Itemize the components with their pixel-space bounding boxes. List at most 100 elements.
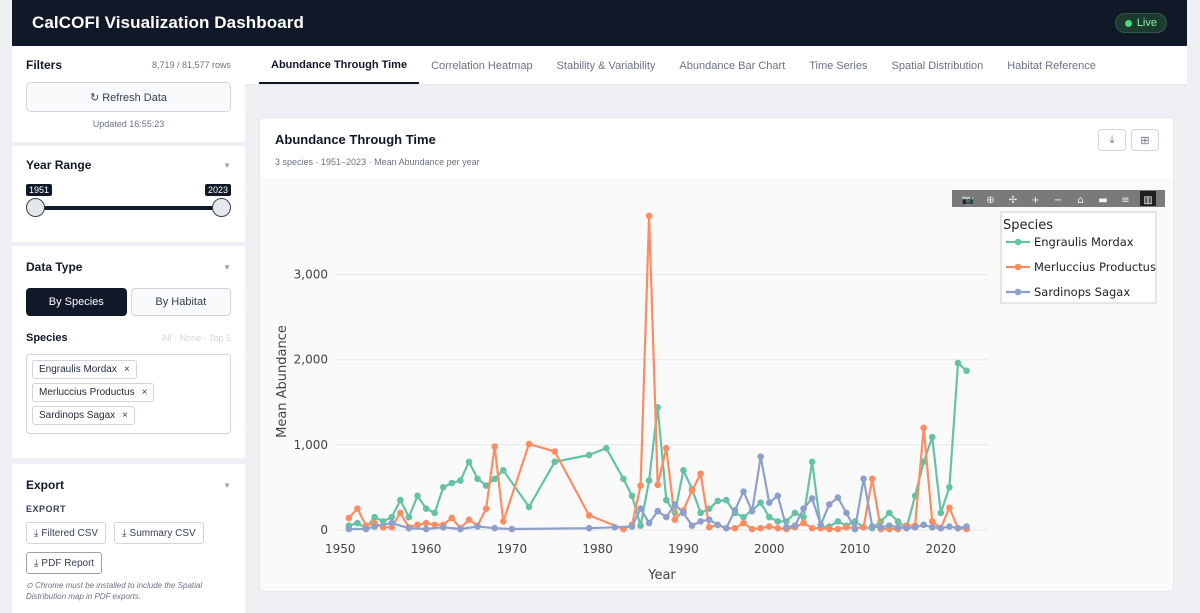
data-point[interactable]: [920, 458, 927, 466]
data-type-title[interactable]: Data Type: [26, 260, 83, 274]
by-species-button[interactable]: By Species: [26, 288, 127, 316]
data-point[interactable]: [431, 521, 438, 529]
data-point[interactable]: [954, 524, 962, 532]
data-point[interactable]: [937, 524, 945, 532]
legend-item-label[interactable]: Sardinops Sagax: [1034, 285, 1130, 299]
data-point[interactable]: [714, 521, 722, 529]
data-point[interactable]: [388, 513, 396, 521]
data-point[interactable]: [800, 505, 807, 512]
zoom-in-icon[interactable]: +: [1031, 195, 1039, 206]
data-point[interactable]: [422, 519, 430, 527]
data-point[interactable]: [448, 479, 456, 487]
data-point[interactable]: [680, 467, 687, 474]
data-point[interactable]: [843, 524, 850, 531]
data-point[interactable]: [397, 496, 404, 504]
legend-item-label[interactable]: Engraulis Mordax: [1034, 235, 1134, 249]
data-point[interactable]: [645, 477, 653, 484]
data-point[interactable]: [868, 475, 876, 483]
data-point[interactable]: [928, 518, 936, 525]
slider-track[interactable]: [35, 206, 222, 210]
data-point[interactable]: [345, 525, 353, 533]
data-point[interactable]: [886, 522, 893, 529]
compare-icon[interactable]: ≡: [1121, 195, 1129, 206]
plotly-logo-icon[interactable]: ▥: [1143, 195, 1152, 206]
data-point[interactable]: [894, 518, 902, 525]
data-point[interactable]: [354, 519, 361, 527]
data-point[interactable]: [765, 513, 773, 521]
year-min-handle[interactable]: [26, 198, 45, 217]
tab-time-series[interactable]: Time Series: [809, 60, 868, 72]
data-point[interactable]: [731, 507, 739, 514]
data-point[interactable]: [637, 482, 644, 489]
data-point[interactable]: [825, 501, 833, 508]
data-point[interactable]: [868, 523, 876, 530]
data-point[interactable]: [783, 524, 790, 531]
remove-icon[interactable]: ×: [123, 364, 130, 375]
data-point[interactable]: [714, 497, 722, 505]
tab-spatial-distribution[interactable]: Spatial Distribution: [891, 60, 984, 72]
data-point[interactable]: [457, 477, 464, 484]
chevron-down-icon[interactable]: ▼: [223, 160, 231, 170]
data-point[interactable]: [422, 525, 430, 533]
species-multiselect[interactable]: Engraulis Mordax × Merluccius Productus × …: [26, 354, 231, 434]
data-point[interactable]: [397, 509, 404, 517]
data-point[interactable]: [946, 523, 953, 530]
data-point[interactable]: [800, 519, 807, 527]
data-point[interactable]: [491, 475, 499, 483]
remove-icon[interactable]: ×: [122, 410, 129, 421]
data-point[interactable]: [654, 481, 662, 489]
data-point[interactable]: [757, 453, 764, 461]
data-point[interactable]: [620, 475, 627, 483]
data-point[interactable]: [680, 509, 687, 517]
data-point[interactable]: [482, 482, 490, 489]
data-point[interactable]: [740, 519, 747, 527]
data-point[interactable]: [628, 523, 636, 530]
data-point[interactable]: [457, 525, 464, 533]
data-point[interactable]: [817, 521, 825, 529]
data-point[interactable]: [491, 524, 499, 532]
data-point[interactable]: [723, 524, 730, 532]
data-point[interactable]: [491, 443, 499, 450]
data-point[interactable]: [671, 501, 679, 508]
data-point[interactable]: [808, 458, 816, 466]
export-title[interactable]: Export: [26, 478, 65, 492]
data-point[interactable]: [388, 519, 396, 527]
data-point[interactable]: [946, 484, 953, 491]
data-point[interactable]: [362, 525, 370, 533]
tab-abundance-bar-chart[interactable]: Abundance Bar Chart: [679, 60, 786, 72]
data-point[interactable]: [662, 496, 670, 504]
data-point[interactable]: [499, 467, 507, 474]
data-point[interactable]: [405, 524, 413, 532]
camera-icon[interactable]: 📷: [962, 195, 974, 206]
data-point[interactable]: [860, 475, 867, 483]
data-point[interactable]: [740, 488, 747, 495]
by-habitat-button[interactable]: By Habitat: [130, 288, 231, 316]
tab-habitat-reference[interactable]: Habitat Reference: [1007, 60, 1096, 72]
remove-icon[interactable]: ×: [141, 387, 148, 398]
data-point[interactable]: [705, 516, 713, 523]
data-point[interactable]: [499, 518, 507, 525]
data-point[interactable]: [371, 523, 378, 530]
data-point[interactable]: [911, 524, 919, 531]
data-point[interactable]: [508, 525, 516, 533]
data-point[interactable]: [671, 516, 679, 523]
data-point[interactable]: [465, 458, 473, 466]
data-point[interactable]: [886, 509, 893, 517]
data-point[interactable]: [954, 359, 962, 367]
chevron-down-icon[interactable]: ▼: [223, 480, 231, 490]
data-point[interactable]: [611, 524, 619, 531]
data-point[interactable]: [654, 507, 662, 515]
data-point[interactable]: [774, 518, 782, 525]
data-point[interactable]: [851, 525, 859, 533]
year-max-handle[interactable]: [212, 198, 231, 217]
data-point[interactable]: [448, 514, 456, 522]
pan-icon[interactable]: ✢: [1009, 195, 1017, 206]
data-point[interactable]: [371, 513, 378, 521]
table-view-button[interactable]: ⊞: [1131, 129, 1159, 151]
summary-csv-button[interactable]: ⤓ Summary CSV: [114, 522, 204, 544]
data-point[interactable]: [697, 470, 704, 478]
data-point[interactable]: [723, 496, 730, 504]
data-point[interactable]: [877, 524, 885, 531]
data-point[interactable]: [748, 507, 756, 515]
species-quick-links[interactable]: All · None · Top 5: [161, 333, 231, 343]
